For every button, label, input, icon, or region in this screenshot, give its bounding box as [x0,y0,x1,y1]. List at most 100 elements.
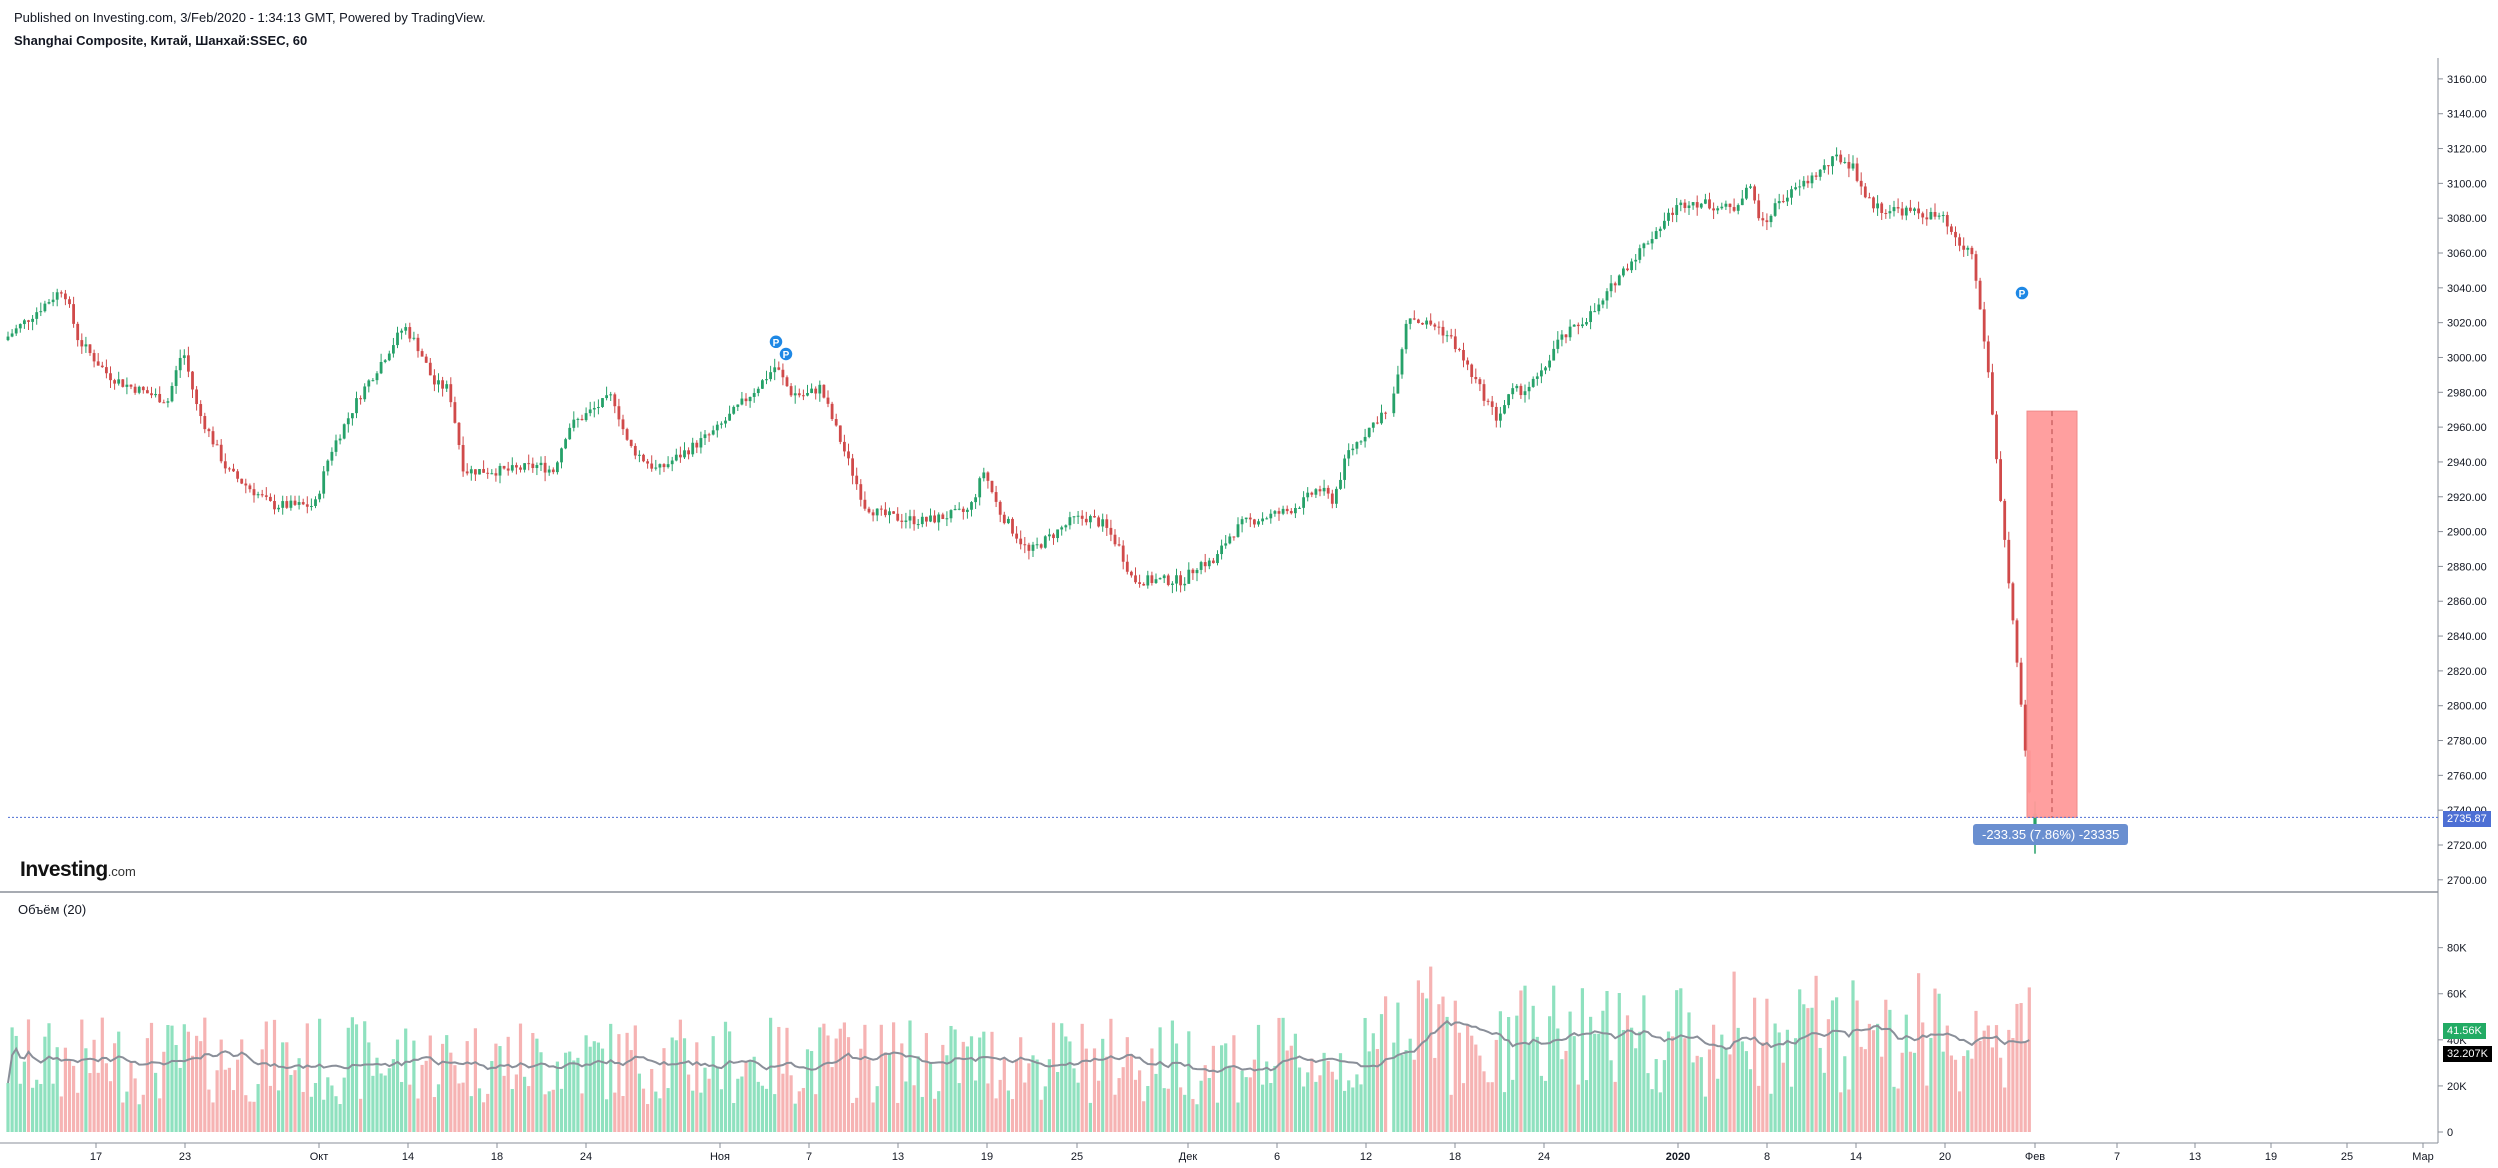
candle-body [1634,259,1638,262]
volume-bar [584,1035,588,1132]
candle-body [260,494,264,496]
candle-body [1913,208,1916,211]
candle-body [170,385,174,402]
volume-bar [1966,1050,1970,1132]
volume-bar [1982,1030,1986,1132]
candle-body [1818,169,1822,177]
volume-bar [1326,1061,1330,1132]
volume-bar [588,1046,592,1132]
volume-bar [1433,1057,1437,1132]
candle-body [834,419,838,426]
candle-body [904,520,908,522]
time-tick-label: 23 [179,1151,191,1163]
volume-bar [641,1088,646,1132]
candle-body [1277,511,1281,514]
candle-body [576,418,580,420]
volume-bar [539,1052,543,1132]
candle-body [777,367,781,370]
volume-bar [326,1077,330,1132]
candle-body [1228,536,1232,544]
candle-body [322,471,326,494]
candle-body [822,384,826,398]
candle-body [1007,518,1010,524]
volume-bar [695,1042,699,1132]
volume-bar [605,1099,609,1132]
candle-body [564,439,567,449]
candle-body [1781,201,1785,203]
candle-body [920,516,924,525]
volume-bar [1535,1036,1539,1132]
volume-bar [1056,1072,1060,1132]
time-tick-label: 18 [1449,1151,1461,1163]
candle-body [1179,575,1182,586]
candle-body [1253,519,1256,525]
price-tick-label: 3040.00 [2447,283,2487,295]
time-tick-label: 19 [2265,1151,2277,1163]
volume-bar [145,1038,149,1132]
volume-bar [22,1061,26,1132]
candle-body [1339,479,1342,489]
candle-body [1101,519,1105,527]
volume-bar [756,1081,760,1132]
volume-bar [170,1025,174,1132]
volume-bar [1449,1094,1453,1132]
candle-body [195,389,198,405]
event-marker-icon [778,346,794,362]
candle-body [330,451,334,461]
candle-body [1220,545,1223,555]
candle-body [178,357,182,371]
candle-body [867,508,871,513]
volume-bar [814,1094,818,1132]
candle-body [199,404,203,417]
volume-bar [43,1036,47,1132]
candle-body [1999,459,2002,501]
candle-body [986,472,990,481]
volume-bar [231,1090,236,1132]
volume-bar [1789,1086,1794,1132]
volume-bar [404,1028,408,1132]
volume-bar [268,1085,272,1132]
volume-bar [1666,1031,1671,1132]
volume-bar [1150,1048,1154,1132]
candle-body [1827,165,1830,167]
price-tick-label: 3060.00 [2447,248,2487,260]
event-marker-icon [768,334,784,350]
volume-bar [1170,1020,1174,1132]
candle-body [797,393,801,396]
candle-body [1084,518,1088,523]
candle-body [884,509,887,516]
candle-body [43,303,47,312]
volume-bar [1507,1017,1511,1132]
volume-bar [1359,1084,1363,1132]
candle-body [277,507,280,510]
candle-body [1371,422,1375,428]
candle-body [658,464,662,468]
candle-body [662,464,666,468]
volume-bar [846,1037,851,1132]
candle-body [1527,386,1531,392]
candle-body [424,356,428,363]
volume-bar [728,1031,732,1132]
volume-bar [633,1025,637,1132]
candle-body [683,450,686,458]
volume-bar [39,1083,43,1132]
candle-body [1822,165,1826,170]
volume-bar [1740,1041,1744,1132]
volume-bar [1621,1029,1625,1132]
price-axis-ticks: 2700.002720.002740.002760.002780.002800.… [2438,74,2487,887]
event-marker-icon [2014,285,2030,301]
event-markers[interactable]: PPP [768,285,2030,362]
volume-bar [1552,985,1556,1132]
candle-body [1966,247,1970,250]
candle-body [1187,569,1191,584]
candle-body [1835,154,1838,157]
event-marker-letter: P [773,338,780,349]
candle-body [1970,247,1974,255]
volume-bar [383,1075,387,1132]
volume-bar [596,1042,600,1132]
volume-bar [1671,1036,1675,1132]
volume-bar [1199,1080,1203,1132]
volume-bar [1429,966,1433,1132]
candle-body [535,465,539,469]
